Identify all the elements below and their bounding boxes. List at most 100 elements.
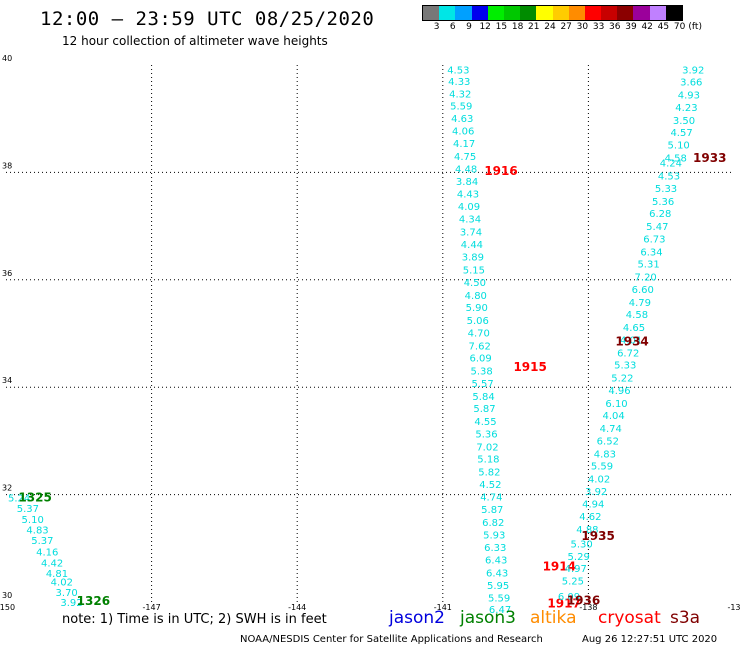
swh-value: 7.20: [635, 273, 657, 284]
swh-value: 5.30: [570, 539, 592, 550]
scale-label: 21: [528, 22, 540, 32]
swh-value: 5.87: [473, 404, 495, 415]
pass-label: 1934: [615, 335, 648, 349]
scale-label: 24: [544, 22, 556, 32]
lat-tick-label: 38: [2, 161, 12, 170]
swh-value: 7.62: [469, 341, 491, 352]
swh-value: 4.34: [459, 215, 481, 226]
lat-tick-label: 36: [2, 269, 12, 278]
swh-value: 5.87: [481, 505, 503, 516]
swh-value: 4.06: [452, 127, 474, 138]
swh-value: 6.09: [470, 354, 492, 365]
swh-value: 5.10: [22, 515, 44, 526]
swh-value: 4.55: [474, 417, 496, 428]
lon-tick-label: -150: [0, 603, 15, 612]
swh-value: 4.74: [600, 424, 622, 435]
legend-cryosat: cryosat: [598, 608, 661, 628]
track-s3a: 3.923.664.934.233.504.575.104.584.244.53…: [558, 65, 727, 607]
credit-text: NOAA/NESDIS Center for Satellite Applica…: [240, 634, 543, 645]
lon-tick-label: -141: [434, 603, 452, 612]
swh-value: 4.16: [36, 548, 58, 559]
swh-value: 4.33: [448, 77, 470, 88]
swh-value: 5.18: [477, 455, 499, 466]
swh-value: 6.09: [558, 592, 580, 603]
swh-value: 6.52: [597, 436, 619, 447]
swh-value: 4.88: [576, 525, 598, 536]
color-scale-swatches: [422, 5, 683, 21]
swh-value: 5.22: [611, 374, 633, 385]
swh-value: 3.84: [456, 177, 478, 188]
swh-value: 4.58: [665, 153, 687, 164]
swh-value: 5.10: [668, 140, 690, 151]
swh-value: 5.33: [614, 361, 636, 372]
swh-value: 4.01: [620, 335, 642, 346]
footer-note: note: 1) Time is in UTC; 2) SWH is in fe…: [62, 612, 327, 627]
swh-value: 4.57: [670, 128, 692, 139]
swh-value: 6.43: [485, 556, 507, 567]
graticule: [6, 65, 734, 602]
swh-value: 4.96: [608, 386, 630, 397]
swh-value: 4.52: [479, 480, 501, 491]
color-scale-labels: 3 6 9 12 15 18 21 24 27 30 33 36 39 42 45 70 (ft): [422, 21, 702, 33]
scale-swatch: [439, 6, 456, 20]
swh-value: 5.37: [17, 504, 39, 515]
swh-value: 3.66: [680, 78, 702, 89]
swh-value: 4.94: [582, 500, 604, 511]
pass-label: 1914: [543, 560, 576, 574]
swh-value: 4.02: [588, 474, 610, 485]
scale-label: 33: [592, 22, 605, 32]
swh-value: 5.84: [472, 392, 494, 403]
swh-value: 3.70: [56, 588, 78, 599]
swh-value: 5.82: [478, 468, 500, 479]
scale-swatch: [649, 6, 666, 20]
pass-label: 1326: [77, 594, 110, 608]
map-subtitle: 12 hour collection of altimeter wave hei…: [62, 34, 328, 48]
swh-value: 5.24: [8, 493, 30, 504]
swh-value: 4.09: [458, 202, 480, 213]
swh-value: 5.95: [487, 581, 509, 592]
pass-label: 1915: [513, 360, 546, 374]
scale-swatch: [455, 6, 472, 20]
swh-value: 5.38: [470, 367, 492, 378]
swh-value: 5.15: [463, 266, 485, 277]
swh-value: 7.02: [476, 442, 498, 453]
swh-value: 5.93: [483, 530, 505, 541]
scale-swatch: [633, 6, 650, 20]
generated-timestamp: Aug 26 12:27:51 UTC 2020: [582, 634, 718, 645]
swh-value: 4.43: [457, 189, 479, 200]
swh-value: 4.53: [447, 65, 469, 76]
swh-value: 4.79: [629, 298, 651, 309]
scale-swatch: [423, 6, 440, 20]
swh-value: 5.59: [450, 101, 472, 112]
swh-value: 4.74: [480, 493, 502, 504]
lat-tick-label: 32: [2, 484, 12, 493]
swh-value: 6.34: [640, 247, 662, 258]
swh-value: 5.06: [467, 316, 489, 327]
swh-value: 5.33: [655, 184, 677, 195]
scale-swatch: [471, 6, 488, 20]
swh-value: 4.02: [51, 578, 73, 589]
swh-value: 4.44: [461, 240, 483, 251]
swh-value: 5.29: [568, 552, 590, 563]
swh-value: 4.58: [626, 310, 648, 321]
swh-value: 5.31: [637, 260, 659, 271]
swh-value: 5.36: [475, 429, 497, 440]
legend-s3a: s3a: [670, 608, 701, 628]
scale-unit: (ft): [688, 22, 702, 32]
scale-swatch: [536, 6, 553, 20]
scale-swatch: [552, 6, 569, 20]
scale-label: 42: [641, 22, 653, 32]
scale-swatch: [617, 6, 634, 20]
swh-value: 3.92: [60, 598, 82, 609]
pass-label: 1325: [18, 490, 51, 504]
scale-label: 39: [625, 22, 637, 32]
pass-label: 1917: [547, 597, 580, 611]
swh-value: 3.74: [460, 227, 482, 238]
swh-value: 4.50: [464, 278, 486, 289]
swh-value: 4.75: [454, 152, 476, 163]
scale-swatch: [601, 6, 618, 20]
swh-value: 4.32: [449, 89, 471, 100]
lat-tick-label: 40: [2, 54, 12, 63]
scale-label: 9: [466, 22, 472, 32]
swh-value: 6.60: [632, 285, 654, 296]
